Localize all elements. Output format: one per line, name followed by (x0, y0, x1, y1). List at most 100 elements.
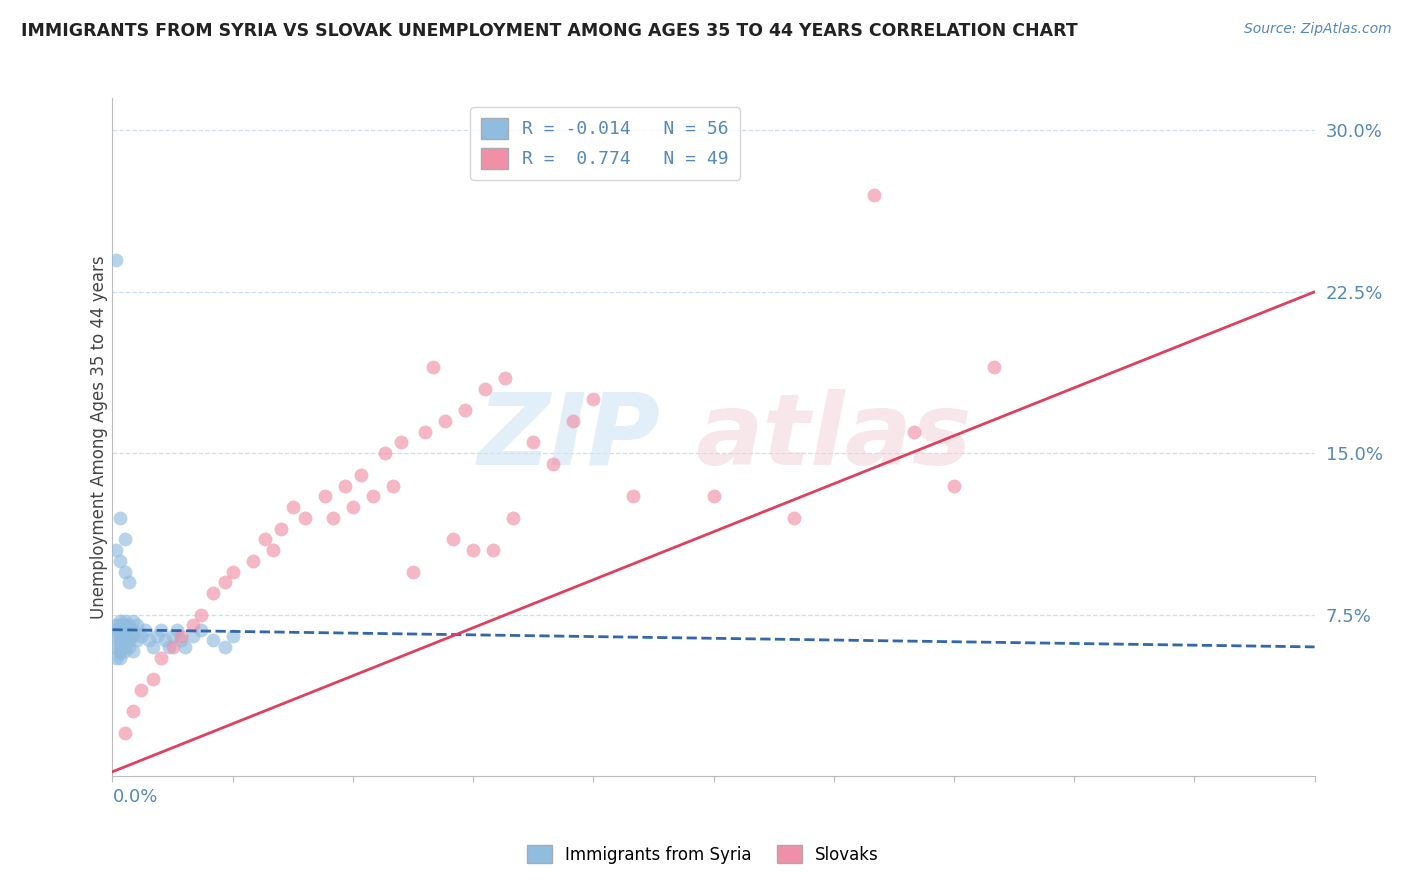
Point (121, 629, 143, 643)
Point (110, 640, 132, 654)
Point (121, 614, 143, 628)
Point (114, 565, 136, 579)
Point (149, 650, 172, 665)
Point (169, 629, 191, 643)
Point (114, 533, 136, 547)
Text: IMMIGRANTS FROM SYRIA VS SLOVAK UNEMPLOYMENT AMONG AGES 35 TO 44 YEARS CORRELATI: IMMIGRANTS FROM SYRIA VS SLOVAK UNEMPLOY… (21, 22, 1078, 40)
Point (105, 543, 128, 558)
Point (105, 618, 128, 632)
Point (342, 500, 364, 514)
Point (138, 633, 160, 648)
Point (121, 644, 143, 658)
Point (114, 640, 136, 654)
Point (125, 618, 148, 632)
Point (114, 614, 136, 628)
Point (110, 629, 132, 643)
Point (162, 629, 184, 643)
Text: Source: ZipAtlas.com: Source: ZipAtlas.com (1244, 22, 1392, 37)
Point (190, 607, 212, 622)
Point (105, 623, 128, 637)
Point (114, 726, 136, 740)
Point (110, 510, 132, 524)
Point (181, 618, 204, 632)
Point (413, 425, 436, 439)
Point (105, 252, 128, 267)
Point (402, 565, 425, 579)
Point (422, 360, 444, 375)
Point (117, 629, 139, 643)
Point (162, 640, 184, 654)
Point (522, 435, 544, 450)
Point (322, 510, 344, 524)
Point (903, 425, 925, 439)
Point (129, 682, 152, 697)
Point (441, 533, 464, 547)
Point (121, 705, 143, 719)
Point (454, 403, 477, 417)
Point (262, 543, 284, 558)
Point (117, 640, 139, 654)
Point (114, 629, 136, 643)
Point (117, 618, 139, 632)
Point (863, 188, 886, 202)
Point (105, 650, 128, 665)
Point (114, 623, 136, 637)
Point (983, 360, 1005, 375)
Point (110, 614, 132, 628)
Point (141, 640, 163, 654)
Point (110, 618, 132, 632)
Point (502, 510, 524, 524)
Point (702, 489, 725, 503)
Point (201, 633, 224, 648)
Point (141, 672, 163, 686)
Point (361, 489, 384, 503)
Point (562, 414, 585, 428)
Point (105, 629, 128, 643)
Point (105, 640, 128, 654)
Point (117, 575, 139, 590)
Point (121, 623, 143, 637)
Point (214, 640, 236, 654)
Point (494, 371, 516, 385)
Point (134, 623, 156, 637)
Point (110, 646, 132, 660)
Point (474, 382, 496, 396)
Point (153, 633, 176, 648)
Point (110, 650, 132, 665)
Point (129, 629, 152, 643)
Point (201, 586, 224, 600)
Point (782, 510, 804, 524)
Point (157, 640, 180, 654)
Point (389, 435, 412, 450)
Point (333, 478, 356, 492)
Point (110, 635, 132, 649)
Point (314, 489, 336, 503)
Point (114, 633, 136, 648)
Point (942, 478, 965, 492)
Point (173, 640, 195, 654)
Point (281, 500, 304, 514)
Point (253, 533, 276, 547)
Point (110, 644, 132, 658)
Point (482, 543, 505, 558)
Legend: Immigrants from Syria, Slovaks: Immigrants from Syria, Slovaks (520, 838, 886, 871)
Point (374, 446, 396, 460)
Point (166, 623, 188, 637)
Text: 0.0%: 0.0% (112, 789, 157, 806)
Point (382, 478, 405, 492)
Point (169, 633, 191, 648)
Point (242, 554, 264, 568)
Y-axis label: Unemployment Among Ages 35 to 44 years: Unemployment Among Ages 35 to 44 years (90, 255, 108, 619)
Text: atlas: atlas (696, 389, 972, 485)
Point (434, 414, 457, 428)
Point (125, 633, 148, 648)
Point (190, 623, 212, 637)
Point (110, 554, 132, 568)
Point (461, 543, 484, 558)
Point (110, 623, 132, 637)
Point (222, 565, 245, 579)
Point (149, 623, 172, 637)
Point (181, 629, 204, 643)
Point (350, 467, 373, 482)
Point (214, 575, 236, 590)
